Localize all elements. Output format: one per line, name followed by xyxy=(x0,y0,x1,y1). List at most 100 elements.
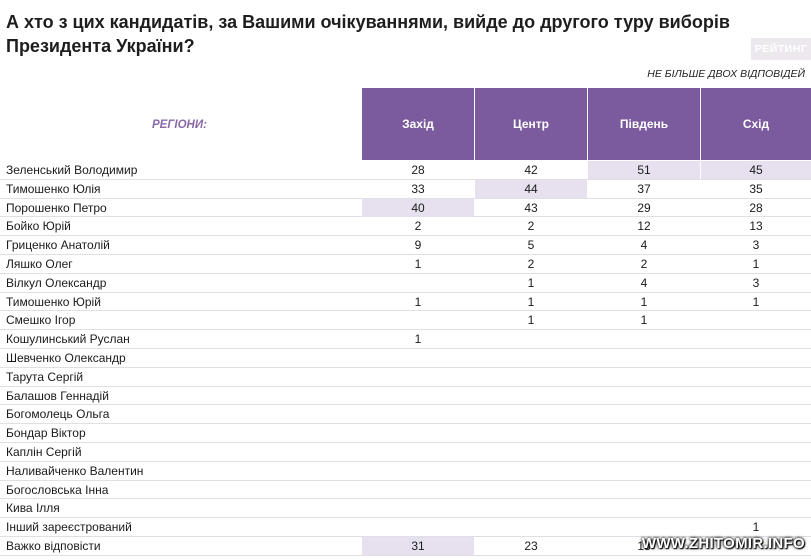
value-cell: 40 xyxy=(362,198,474,217)
value-cell: 2 xyxy=(527,256,535,271)
value-cell: 1 xyxy=(414,332,422,347)
watermark: WWW.ZHITOMIR.INFO xyxy=(641,535,805,552)
table-row: Зеленський Володимир 28 42 51 45 xyxy=(0,161,811,180)
value-cell xyxy=(701,499,811,517)
value-cell xyxy=(475,387,587,405)
value-cell: 35 xyxy=(749,181,763,196)
table-row: Шевченко Олександр xyxy=(0,349,811,368)
value-cell xyxy=(588,387,700,405)
value-cell xyxy=(701,330,811,348)
page-title: А хто з цих кандидатів, за Вашими очікув… xyxy=(6,12,730,56)
value-cell xyxy=(362,424,474,442)
value-cell: 1 xyxy=(527,294,535,309)
value-cell xyxy=(362,481,474,499)
regions-label: РЕГІОНИ: xyxy=(152,119,207,131)
value-cell: 13 xyxy=(749,219,763,234)
value-cell: 43 xyxy=(524,200,538,215)
value-cell xyxy=(362,499,474,517)
candidate-name: Каплін Сергій xyxy=(6,444,82,459)
column-header-south: Південь xyxy=(588,88,700,160)
candidate-name: Наливайченко Валентин xyxy=(6,463,144,478)
candidate-name: Тимошенко Юрій xyxy=(6,294,101,309)
value-cell: 28 xyxy=(749,200,763,215)
value-cell xyxy=(588,349,700,367)
value-cell xyxy=(475,405,587,423)
value-cell xyxy=(588,499,700,517)
value-cell xyxy=(701,443,811,461)
value-cell: 29 xyxy=(637,200,651,215)
value-cell: 51 xyxy=(588,161,700,179)
value-cell xyxy=(362,462,474,480)
candidate-name: Вілкул Олександр xyxy=(6,275,107,290)
candidate-name: Порошенко Петро xyxy=(6,200,107,215)
candidate-name: Інший зареєстрований xyxy=(6,520,132,535)
table-row: Інший зареєстрований 1 xyxy=(0,518,811,537)
value-cell: 2 xyxy=(640,256,648,271)
value-cell: 3 xyxy=(752,238,760,253)
table-row: Важко відповісти 31 23 18 xyxy=(0,536,811,556)
column-header-center: Центр xyxy=(475,88,587,160)
value-cell: 1 xyxy=(414,294,422,309)
candidate-name: Богомолець Ольга xyxy=(6,407,110,422)
value-cell xyxy=(588,481,700,499)
table-row: Гриценко Анатолій 9 5 4 3 xyxy=(0,236,811,255)
value-cell xyxy=(701,481,811,499)
table-row: Смешко Ігор 1 1 xyxy=(0,311,811,331)
table-row: Порошенко Петро 40 43 29 28 xyxy=(0,198,811,218)
value-cell xyxy=(362,387,474,405)
value-cell: 4 xyxy=(640,238,648,253)
value-cell xyxy=(701,424,811,442)
candidate-name: Важко відповісти xyxy=(6,538,101,553)
value-cell xyxy=(588,443,700,461)
candidate-name: Кошулинський Руслан xyxy=(6,332,130,347)
table-row: Ляшко Олег 1 2 2 1 xyxy=(0,255,811,274)
value-cell xyxy=(362,443,474,461)
value-cell: 2 xyxy=(414,219,422,234)
table-row: Тимошенко Юлія 33 44 37 35 xyxy=(0,179,811,199)
value-cell: 31 xyxy=(362,536,474,555)
value-cell xyxy=(588,405,700,423)
candidate-name: Кива Ілля xyxy=(6,501,60,516)
candidate-name: Тимошенко Юлія xyxy=(6,181,101,196)
value-cell: 1 xyxy=(527,275,535,290)
value-cell xyxy=(588,368,700,386)
table-row: Кошулинський Руслан 1 xyxy=(0,330,811,349)
candidate-name: Бондар Віктор xyxy=(6,426,86,441)
value-cell: 33 xyxy=(411,181,425,196)
value-cell: 18 xyxy=(637,538,651,553)
results-table: Зеленський Володимир 28 42 51 45 Тимошенко Юл… xyxy=(0,161,811,556)
value-cell xyxy=(701,405,811,423)
value-cell xyxy=(475,499,587,517)
candidate-name: Бойко Юрій xyxy=(6,219,71,234)
value-cell: 23 xyxy=(524,538,538,553)
table-row: Кива Ілля xyxy=(0,499,811,519)
table-row: Тимошенко Юрій 1 1 1 1 xyxy=(0,293,811,312)
value-cell: 1 xyxy=(752,520,760,535)
table-row: Балашов Геннадій xyxy=(0,387,811,406)
value-cell xyxy=(475,424,587,442)
value-cell: 9 xyxy=(414,238,422,253)
value-cell xyxy=(475,443,587,461)
answer-limit-note: НЕ БІЛЬШЕ ДВОХ ВІДПОВІДЕЙ xyxy=(647,68,805,80)
table-row: Вілкул Олександр 1 4 3 xyxy=(0,274,811,293)
value-cell: 1 xyxy=(640,294,648,309)
value-cell xyxy=(475,349,587,367)
value-cell: 12 xyxy=(637,219,651,234)
value-cell xyxy=(475,368,587,386)
candidate-name: Зеленський Володимир xyxy=(6,163,138,177)
value-cell xyxy=(701,311,811,329)
value-cell: 42 xyxy=(524,163,538,177)
candidate-name: Ляшко Олег xyxy=(6,256,73,271)
value-cell xyxy=(588,330,700,348)
column-header-west: Захід xyxy=(362,88,474,160)
value-cell: 1 xyxy=(414,256,422,271)
value-cell: 2 xyxy=(527,219,535,234)
value-cell xyxy=(475,481,587,499)
table-row: Богомолець Ольга xyxy=(0,405,811,425)
candidate-name: Богословська Інна xyxy=(6,482,109,497)
value-cell xyxy=(362,405,474,423)
candidate-name: Тарута Сергій xyxy=(6,369,84,384)
table-row: Тарута Сергій xyxy=(0,368,811,387)
value-cell: 28 xyxy=(411,163,425,177)
value-cell xyxy=(475,462,587,480)
